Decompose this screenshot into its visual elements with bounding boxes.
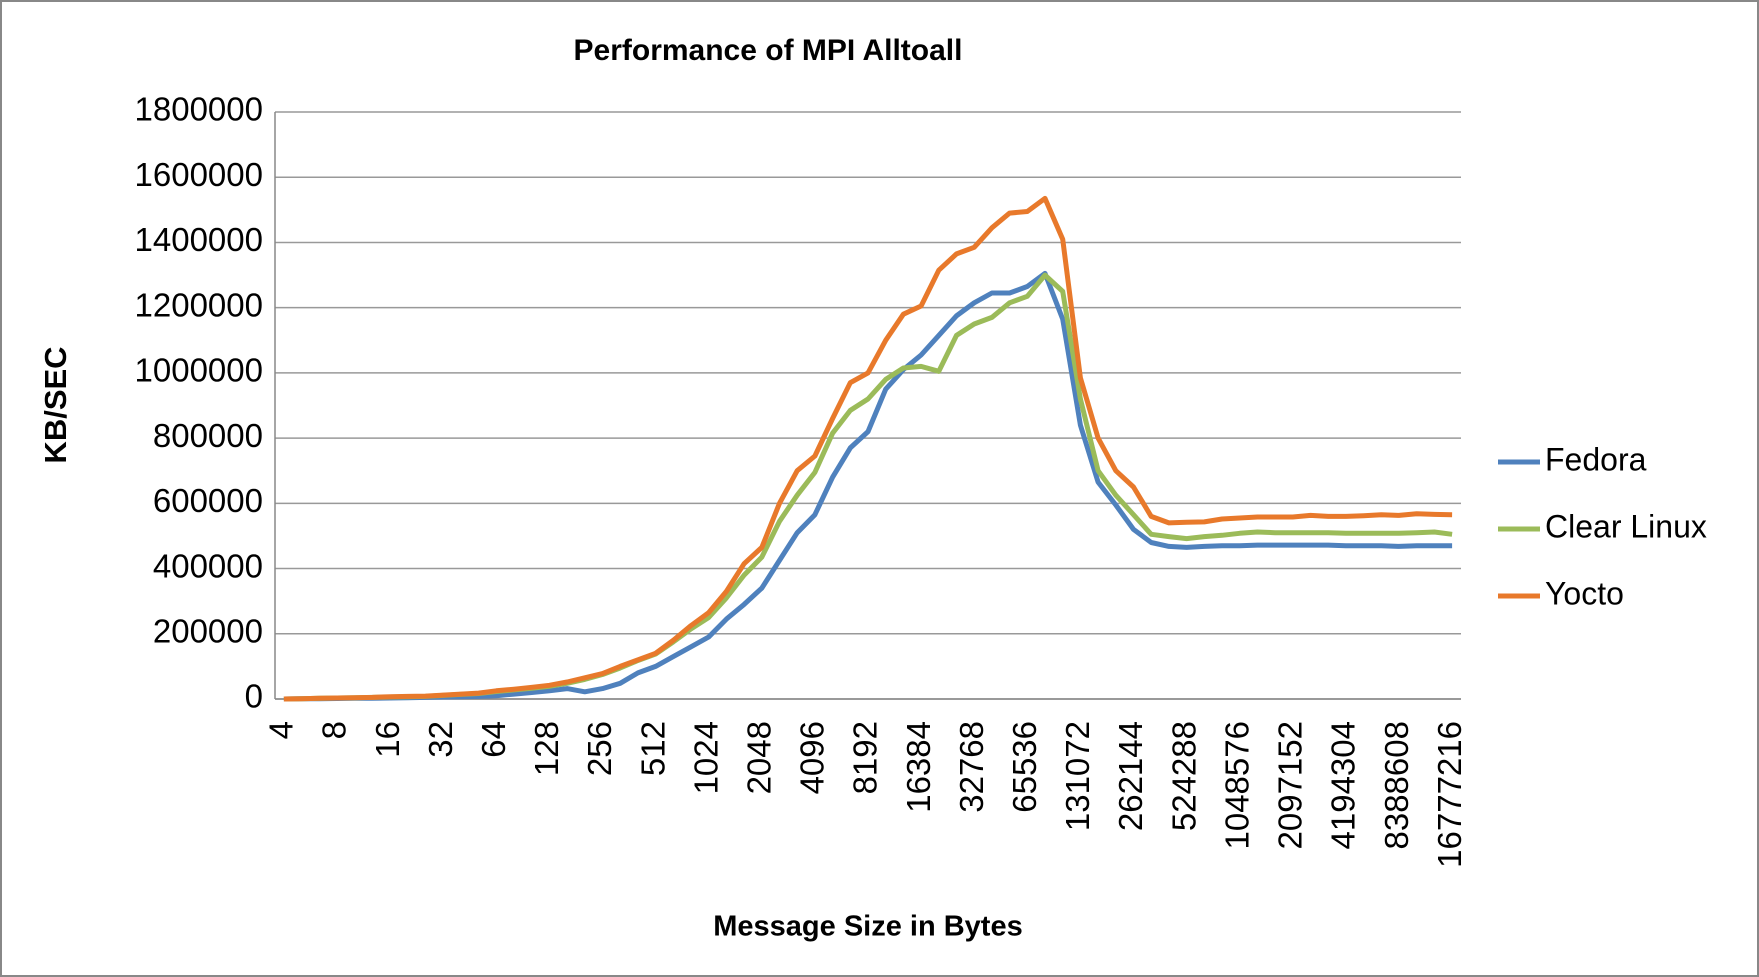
- x-tick-label: 65536: [1006, 721, 1043, 813]
- y-tick-label: 1800000: [135, 91, 263, 128]
- y-tick-label: 1400000: [135, 221, 263, 258]
- x-tick-label: 4194304: [1325, 721, 1362, 849]
- x-tick-label: 512: [634, 721, 671, 776]
- y-tick-label: 1600000: [135, 156, 263, 193]
- x-tick-label: 2097152: [1272, 721, 1309, 849]
- x-axis-label: Message Size in Bytes: [713, 911, 1022, 943]
- legend-label: Yocto: [1545, 575, 1624, 611]
- x-tick-label: 128: [528, 721, 565, 776]
- y-tick-label: 1000000: [135, 352, 263, 389]
- x-tick-label: 32: [422, 721, 459, 758]
- x-tick-label: 8192: [847, 721, 884, 794]
- x-tick-label: 16777216: [1431, 721, 1468, 868]
- x-tick-label: 8388608: [1378, 721, 1415, 849]
- x-tick-label: 4096: [794, 721, 831, 794]
- chart-title: Performance of MPI Alltoall: [574, 34, 963, 67]
- x-tick-label: 262144: [1112, 721, 1149, 831]
- x-tick-label: 131072: [1059, 721, 1096, 831]
- x-tick-label: 32768: [953, 721, 990, 813]
- series-line: [283, 270, 1453, 702]
- y-tick-label: 600000: [153, 482, 263, 519]
- x-tick-label: 2048: [741, 721, 778, 794]
- x-tick-label: 16384: [900, 721, 937, 813]
- x-tick-label: 16: [369, 721, 406, 758]
- y-tick-label: 0: [245, 678, 263, 715]
- x-tick-label: 64: [475, 721, 512, 758]
- y-tick-label: 800000: [153, 417, 263, 454]
- x-tick-label: 4: [263, 721, 300, 739]
- x-tick-label: 8: [316, 721, 353, 739]
- y-tick-label: 200000: [153, 612, 263, 649]
- y-tick-label: 400000: [153, 547, 263, 584]
- x-tick-label: 524288: [1165, 721, 1202, 831]
- y-axis-label: KB/SEC: [38, 346, 73, 463]
- legend-label: Fedora: [1545, 441, 1647, 477]
- legend-label: Clear Linux: [1545, 508, 1707, 544]
- y-tick-label: 1200000: [135, 286, 263, 323]
- x-tick-label: 256: [581, 721, 618, 776]
- x-tick-label: 1048576: [1218, 721, 1255, 849]
- series-line: [283, 195, 1453, 702]
- x-tick-label: 1024: [687, 721, 724, 794]
